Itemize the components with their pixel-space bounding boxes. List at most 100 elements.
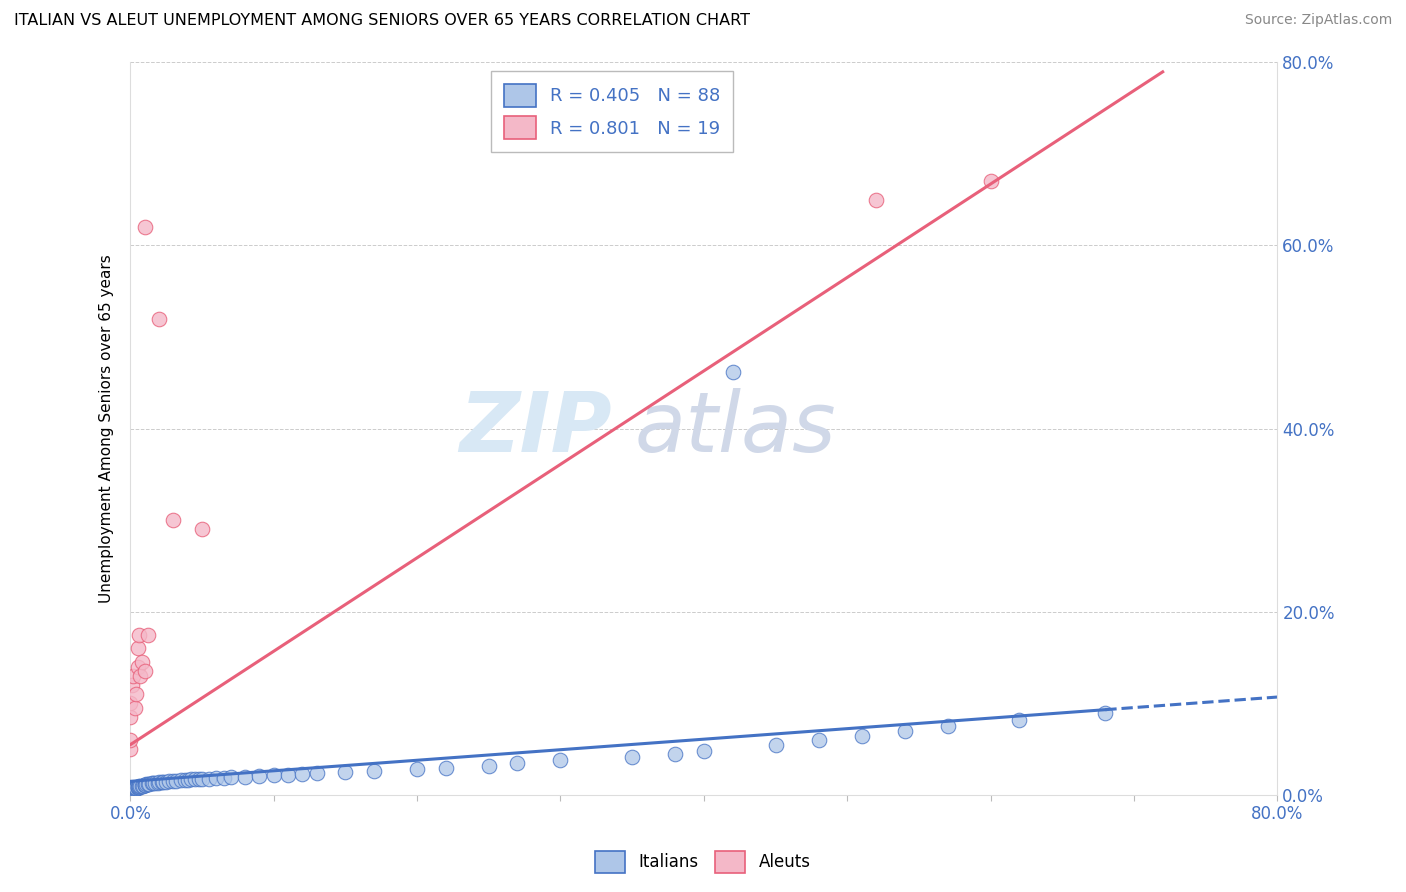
Point xyxy=(184,772,207,787)
Point xyxy=(120,697,142,711)
Point xyxy=(247,769,270,783)
Point xyxy=(169,773,191,788)
Point xyxy=(165,774,187,789)
Point xyxy=(506,756,529,770)
Point xyxy=(135,777,157,791)
Point xyxy=(120,784,142,798)
Point xyxy=(150,775,173,789)
Point xyxy=(120,733,142,747)
Point xyxy=(550,753,572,767)
Point xyxy=(120,788,142,802)
Point xyxy=(219,770,242,784)
Point xyxy=(621,749,644,764)
Point xyxy=(121,783,143,797)
Point xyxy=(122,669,145,683)
Point xyxy=(120,785,142,799)
Point xyxy=(142,776,165,790)
Text: Source: ZipAtlas.com: Source: ZipAtlas.com xyxy=(1244,13,1392,28)
Point xyxy=(120,783,142,797)
Point xyxy=(807,733,830,747)
Point xyxy=(125,780,148,795)
Point xyxy=(143,776,166,790)
Point xyxy=(188,772,211,786)
Point xyxy=(131,779,153,793)
Point xyxy=(128,780,150,794)
Point xyxy=(406,763,429,777)
Point xyxy=(148,775,170,789)
Legend: R = 0.405   N = 88, R = 0.801   N = 19: R = 0.405 N = 88, R = 0.801 N = 19 xyxy=(491,71,734,152)
Point xyxy=(120,742,142,756)
Point xyxy=(335,765,357,780)
Point xyxy=(233,770,256,784)
Point xyxy=(124,781,146,796)
Point xyxy=(128,628,150,642)
Point xyxy=(127,641,149,656)
Point xyxy=(173,773,195,788)
Point xyxy=(134,778,156,792)
Point xyxy=(138,777,160,791)
Text: ZIP: ZIP xyxy=(460,388,612,469)
Point xyxy=(124,781,146,796)
Point xyxy=(127,780,149,794)
Point xyxy=(664,747,686,761)
Point xyxy=(120,785,142,799)
Point xyxy=(127,780,149,794)
Point xyxy=(1008,713,1031,727)
Point xyxy=(121,678,143,692)
Text: atlas: atlas xyxy=(636,388,837,469)
Point xyxy=(180,772,202,787)
Point xyxy=(134,665,156,679)
Point xyxy=(132,779,155,793)
Point xyxy=(129,779,152,793)
Point xyxy=(127,780,149,795)
Point xyxy=(291,767,314,781)
Point xyxy=(434,761,457,775)
Point xyxy=(120,787,142,801)
Point xyxy=(478,758,501,772)
Point xyxy=(128,779,150,793)
Point xyxy=(134,778,156,792)
Point xyxy=(191,522,214,536)
Point xyxy=(120,783,142,797)
Point xyxy=(198,772,221,786)
Point xyxy=(131,655,153,669)
Point xyxy=(277,768,299,782)
Point xyxy=(134,220,156,235)
Point xyxy=(120,787,142,801)
Point xyxy=(363,764,385,779)
Point xyxy=(152,775,174,789)
Point xyxy=(124,701,146,715)
Point xyxy=(120,785,142,799)
Point xyxy=(263,768,285,782)
Point xyxy=(122,782,145,797)
Point xyxy=(212,771,235,785)
Point xyxy=(191,772,214,786)
Point xyxy=(936,719,959,733)
Point xyxy=(120,788,142,802)
Y-axis label: Unemployment Among Seniors over 65 years: Unemployment Among Seniors over 65 years xyxy=(100,254,114,603)
Point xyxy=(125,780,148,795)
Point xyxy=(120,788,142,802)
Point xyxy=(120,788,142,802)
Point xyxy=(120,788,142,802)
Point xyxy=(120,710,142,724)
Point xyxy=(162,774,184,789)
Point xyxy=(141,776,163,790)
Point xyxy=(693,744,716,758)
Point xyxy=(893,723,915,738)
Point xyxy=(134,778,156,792)
Point xyxy=(148,311,170,326)
Point xyxy=(765,738,787,752)
Point xyxy=(124,780,146,795)
Point xyxy=(721,365,744,379)
Point xyxy=(980,174,1002,188)
Point xyxy=(155,775,177,789)
Point xyxy=(136,777,159,791)
Point xyxy=(146,776,169,790)
Point xyxy=(851,729,873,743)
Point xyxy=(127,660,149,674)
Point xyxy=(162,513,184,527)
Point xyxy=(120,786,142,800)
Point xyxy=(120,784,142,798)
Point xyxy=(205,771,228,785)
